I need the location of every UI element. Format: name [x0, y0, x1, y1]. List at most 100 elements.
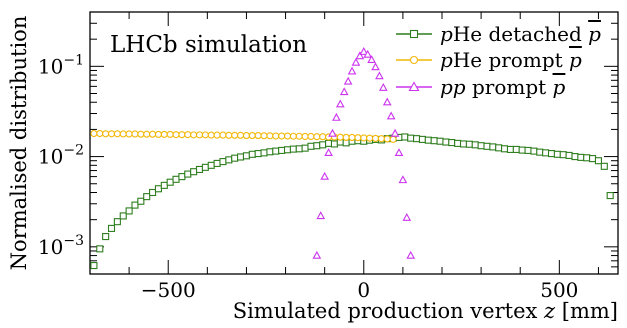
- data-point-phe_detached: [319, 141, 327, 149]
- data-point-phe_prompt: [143, 130, 151, 138]
- data-markers: [90, 47, 614, 270]
- data-point-pp_prompt: [312, 250, 322, 259]
- data-point-phe_detached: [90, 262, 98, 270]
- data-point-pp_prompt: [355, 51, 365, 60]
- data-point-phe_detached: [266, 148, 274, 156]
- data-point-phe_prompt: [336, 133, 344, 141]
- data-point-phe_detached: [459, 140, 468, 148]
- data-point-pp_prompt: [320, 171, 329, 180]
- data-point-phe_prompt: [172, 131, 180, 139]
- legend-entry-phe-detached: pHe detached p: [396, 22, 601, 46]
- data-point-pp_prompt: [332, 112, 341, 121]
- data-point-phe_detached: [542, 149, 550, 157]
- legend-entry-phe-prompt: pHe prompt p: [396, 48, 582, 72]
- data-point-phe_detached: [149, 188, 157, 197]
- data-point-phe_detached: [213, 159, 221, 167]
- data-point-phe_detached: [307, 142, 315, 150]
- legend-label-phe-prompt: pHe prompt p: [440, 48, 582, 72]
- data-point-phe_prompt: [360, 134, 368, 142]
- data-point-phe_prompt: [184, 131, 192, 139]
- data-point-phe_detached: [577, 153, 585, 161]
- data-point-phe_detached: [594, 157, 602, 165]
- data-point-phe_prompt: [354, 134, 362, 142]
- data-point-phe_prompt: [383, 135, 391, 143]
- data-point-phe_detached: [172, 175, 180, 183]
- data-point-phe_detached: [131, 201, 139, 209]
- data-point-phe_prompt: [242, 132, 250, 140]
- data-point-pp_prompt: [379, 82, 388, 91]
- series-phe_detached: [90, 133, 614, 270]
- data-point-phe_prompt: [366, 134, 374, 142]
- legend-pbar-phe-detached: p: [588, 22, 601, 46]
- data-point-phe_detached: [190, 168, 198, 176]
- data-point-phe_prompt: [178, 131, 186, 139]
- legend-text-phe-detached: He detached: [453, 22, 588, 46]
- y-tick-label-exp: −3: [63, 233, 84, 249]
- data-point-pp_prompt: [394, 148, 404, 156]
- data-point-phe_detached: [600, 162, 608, 170]
- data-point-phe_detached: [207, 161, 215, 169]
- data-point-phe_detached: [254, 150, 262, 158]
- data-point-phe_prompt: [154, 130, 162, 138]
- data-point-phe_detached: [442, 138, 450, 146]
- data-point-phe_detached: [565, 151, 573, 159]
- data-point-pp_prompt: [375, 71, 384, 80]
- data-point-phe_prompt: [190, 131, 198, 139]
- x-tick-label: 500: [540, 278, 578, 302]
- x-axis-label-var: z: [543, 299, 556, 323]
- legend-label-phe-detached: pHe detached p: [440, 22, 601, 46]
- data-point-phe_detached: [278, 146, 286, 154]
- data-point-phe_prompt: [96, 129, 104, 138]
- data-point-pp_prompt: [367, 55, 376, 63]
- data-point-phe_detached: [96, 245, 104, 253]
- data-point-phe_prompt: [313, 133, 321, 141]
- y-tick-label-base: 10: [38, 145, 63, 169]
- data-point-phe_detached: [248, 150, 256, 158]
- data-point-phe_detached: [143, 193, 151, 201]
- data-point-pp_prompt: [316, 211, 326, 220]
- data-point-pp_prompt: [324, 148, 333, 156]
- data-point-phe_prompt: [307, 132, 315, 141]
- x-tick-label: 0: [357, 278, 370, 302]
- data-point-phe_detached: [154, 185, 162, 193]
- data-point-pp_prompt: [343, 76, 353, 85]
- data-point-phe_detached: [407, 134, 415, 142]
- data-point-phe_detached: [102, 232, 110, 241]
- data-point-phe_detached: [160, 181, 168, 189]
- data-point-phe_prompt: [272, 132, 280, 140]
- data-point-phe_prompt: [137, 130, 145, 138]
- legend-marker-phe-prompt: [409, 55, 419, 65]
- y-tick-label-base: 10: [38, 235, 63, 259]
- data-point-phe_detached: [553, 150, 561, 158]
- data-point-phe_prompt: [195, 131, 204, 139]
- data-point-phe_prompt: [319, 133, 327, 141]
- data-point-phe_prompt: [107, 130, 116, 138]
- data-point-phe_detached: [530, 147, 538, 155]
- legend-pbar-phe-prompt: p: [569, 48, 582, 72]
- data-point-pp_prompt: [339, 87, 349, 96]
- y-tick-label: 10−3: [38, 233, 84, 259]
- data-point-pp_prompt: [390, 128, 400, 137]
- data-point-phe_detached: [483, 142, 491, 150]
- data-point-phe_detached: [424, 136, 432, 144]
- data-point-phe_detached: [201, 163, 209, 171]
- data-point-phe_detached: [260, 149, 268, 157]
- data-point-phe_detached: [518, 146, 526, 154]
- data-point-pp_prompt: [398, 175, 408, 184]
- data-point-phe_detached: [195, 165, 204, 174]
- y-tick-label: 10−1: [38, 52, 84, 78]
- data-point-pp_prompt: [359, 47, 369, 55]
- data-point-pp_prompt: [335, 99, 345, 108]
- data-point-phe_detached: [325, 139, 333, 147]
- data-point-phe_detached: [301, 144, 309, 152]
- data-point-phe_detached: [418, 135, 426, 143]
- data-point-phe_prompt: [342, 133, 350, 141]
- data-point-phe_prompt: [371, 134, 380, 142]
- data-point-pp_prompt: [328, 128, 337, 137]
- data-point-pp_prompt: [363, 49, 373, 58]
- y-axis-label: Normalised distribution: [7, 16, 31, 271]
- y-tick-label: 10−2: [38, 143, 84, 169]
- data-point-phe_detached: [272, 147, 280, 155]
